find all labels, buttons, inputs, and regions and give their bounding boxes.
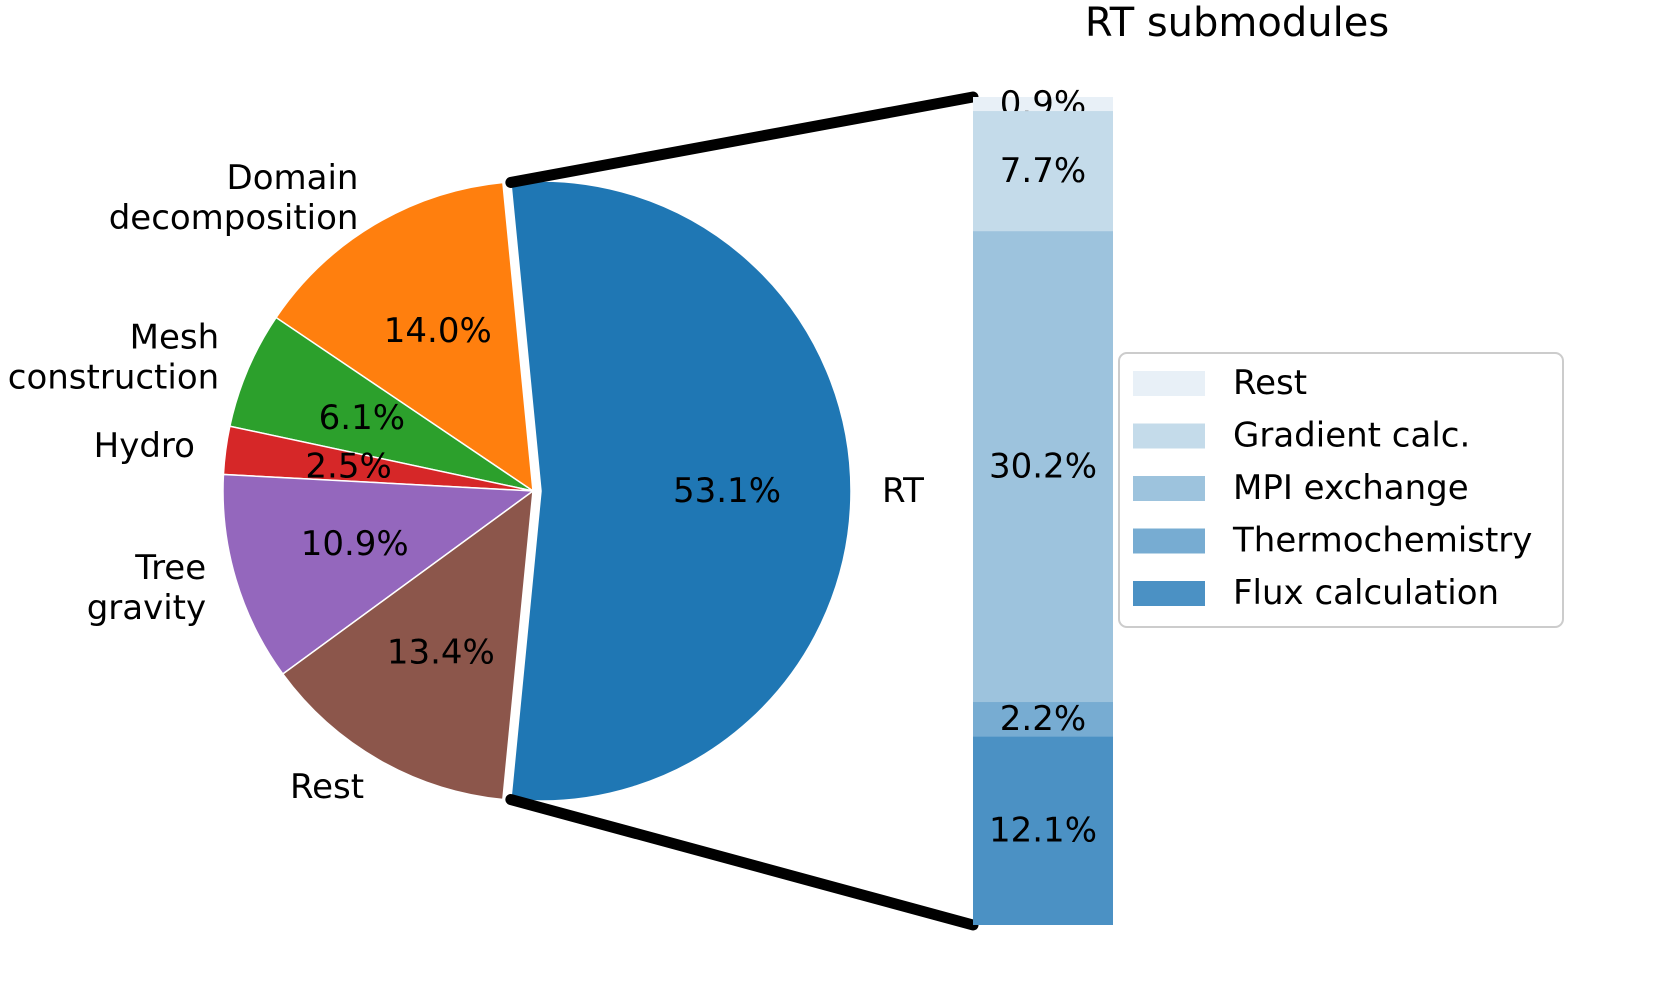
pie-chart: 53.1% RT 14.0% Domain decomposition 6.1% Mesh c…: [8, 158, 924, 807]
bar-value-label-flux-calculation: 12.1%: [989, 811, 1097, 851]
legend-label-flux-calculation: Flux calculation: [1233, 573, 1499, 613]
legend-label-gradient-calc: Gradient calc.: [1233, 416, 1470, 456]
connector-line-bottom: [505, 794, 979, 931]
connector-lines: [505, 91, 979, 931]
legend-swatch-rest: [1133, 371, 1205, 396]
bar-segment-flux-calculation: [973, 736, 1113, 925]
pie-slice-domain-decomposition: [275, 181, 534, 493]
pie-slice-rt: [510, 180, 852, 802]
pie-category-label-domain-decomposition: Domain decomposition: [109, 158, 359, 238]
bar-value-label-gradient-calc: 7.7%: [1000, 151, 1086, 191]
legend-label-mpi-exchange: MPI exchange: [1233, 468, 1469, 508]
pie-slice-mesh-construction: [228, 316, 534, 492]
legend-swatch-mpi-exchange: [1133, 476, 1205, 501]
legend-label-rest: Rest: [1233, 363, 1307, 403]
pie-value-label-rt: 53.1%: [673, 471, 781, 511]
pie-category-label-tree-gravity: Tree gravity: [87, 548, 206, 628]
bar-value-label-mpi-exchange: 30.2%: [989, 447, 1097, 487]
pie-value-label-domain-decomposition: 14.0%: [384, 311, 492, 351]
pie-slice-tree-gravity: [222, 473, 536, 676]
connector-line-top: [505, 91, 979, 188]
pie-category-label-rt: RT: [882, 471, 924, 511]
pie-value-label-rest: 13.4%: [387, 633, 495, 673]
pie-category-label-hydro: Hydro: [94, 426, 195, 466]
bar-segment-gradient-calc: [973, 111, 1113, 232]
stacked-bar: 0.9%7.7%30.2%2.2%12.1%: [973, 84, 1113, 925]
pie-value-label-tree-gravity: 10.9%: [301, 524, 409, 564]
legend-frame: [1118, 352, 1564, 628]
legend-label-thermochemistry: Thermochemistry: [1232, 521, 1532, 561]
bar-segment-rest: [973, 97, 1113, 112]
bar-segment-thermochemistry: [973, 702, 1113, 737]
pie-category-label-mesh-construction: Mesh construction: [8, 318, 219, 398]
legend-swatch-flux-calculation: [1133, 581, 1205, 606]
bar-segment-mpi-exchange: [973, 231, 1113, 703]
legend-swatch-gradient-calc: [1133, 423, 1205, 449]
pie-slice-rest: [281, 489, 534, 801]
bar-value-label-thermochemistry: 2.2%: [1000, 699, 1086, 739]
legend-swatch-thermochemistry: [1133, 528, 1205, 554]
bar-title: RT submodules: [1085, 0, 1389, 46]
pie-value-label-mesh-construction: 6.1%: [319, 398, 405, 438]
legend: Rest Gradient calc. MPI exchange Thermochem…: [1118, 352, 1564, 628]
pie-category-label-rest: Rest: [290, 767, 364, 807]
